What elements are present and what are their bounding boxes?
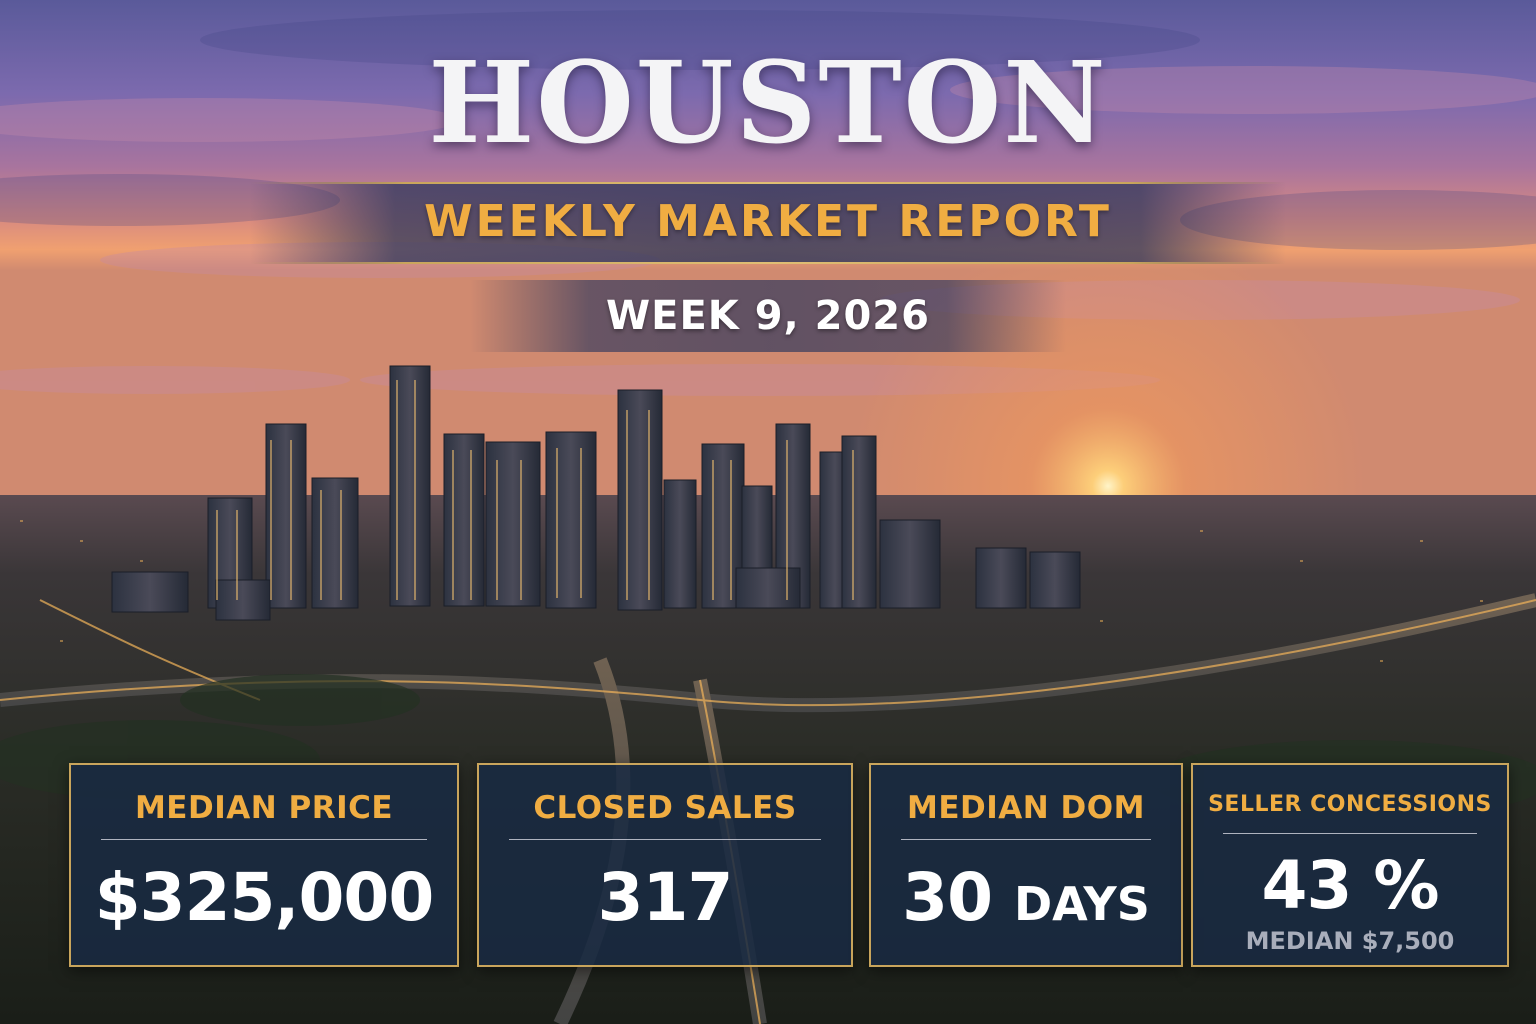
banner-top-rule [250, 182, 1286, 184]
stat-divider [509, 839, 821, 840]
report-banner: WEEKLY MARKET REPORT [250, 182, 1286, 264]
page-title: HOUSTON [428, 38, 1108, 169]
stat-card-seller-concessions: SELLER CONCESSIONS 43 % MEDIAN $7,500 [1191, 763, 1509, 967]
stat-value: $325,000 [94, 859, 435, 936]
stat-value: 30 DAYS [871, 865, 1181, 931]
week-banner: WEEK 9, 2026 [470, 280, 1066, 352]
stat-unit: DAYS [1014, 877, 1150, 931]
report-subtitle: WEEKLY MARKET REPORT [424, 196, 1112, 247]
stat-divider [101, 839, 427, 840]
stat-divider [901, 839, 1151, 840]
stat-label: MEDIAN DOM [907, 790, 1145, 826]
stat-note: MEDIAN $7,500 [1245, 927, 1455, 955]
stat-card-median-price: MEDIAN PRICE $325,000 [69, 763, 459, 967]
stat-value: 43 % [1261, 847, 1440, 924]
stat-divider [1223, 833, 1477, 834]
stat-label: CLOSED SALES [533, 790, 797, 826]
report-week: WEEK 9, 2026 [606, 293, 930, 339]
stat-number: 30 [902, 859, 993, 936]
stat-card-median-dom: MEDIAN DOM 30 DAYS [869, 763, 1183, 967]
banner-bottom-rule [250, 262, 1286, 264]
stat-value: 317 [597, 859, 734, 936]
stat-label: MEDIAN PRICE [134, 790, 394, 826]
stat-label: SELLER CONCESSIONS [1208, 792, 1492, 817]
stat-card-closed-sales: CLOSED SALES 317 [477, 763, 853, 967]
